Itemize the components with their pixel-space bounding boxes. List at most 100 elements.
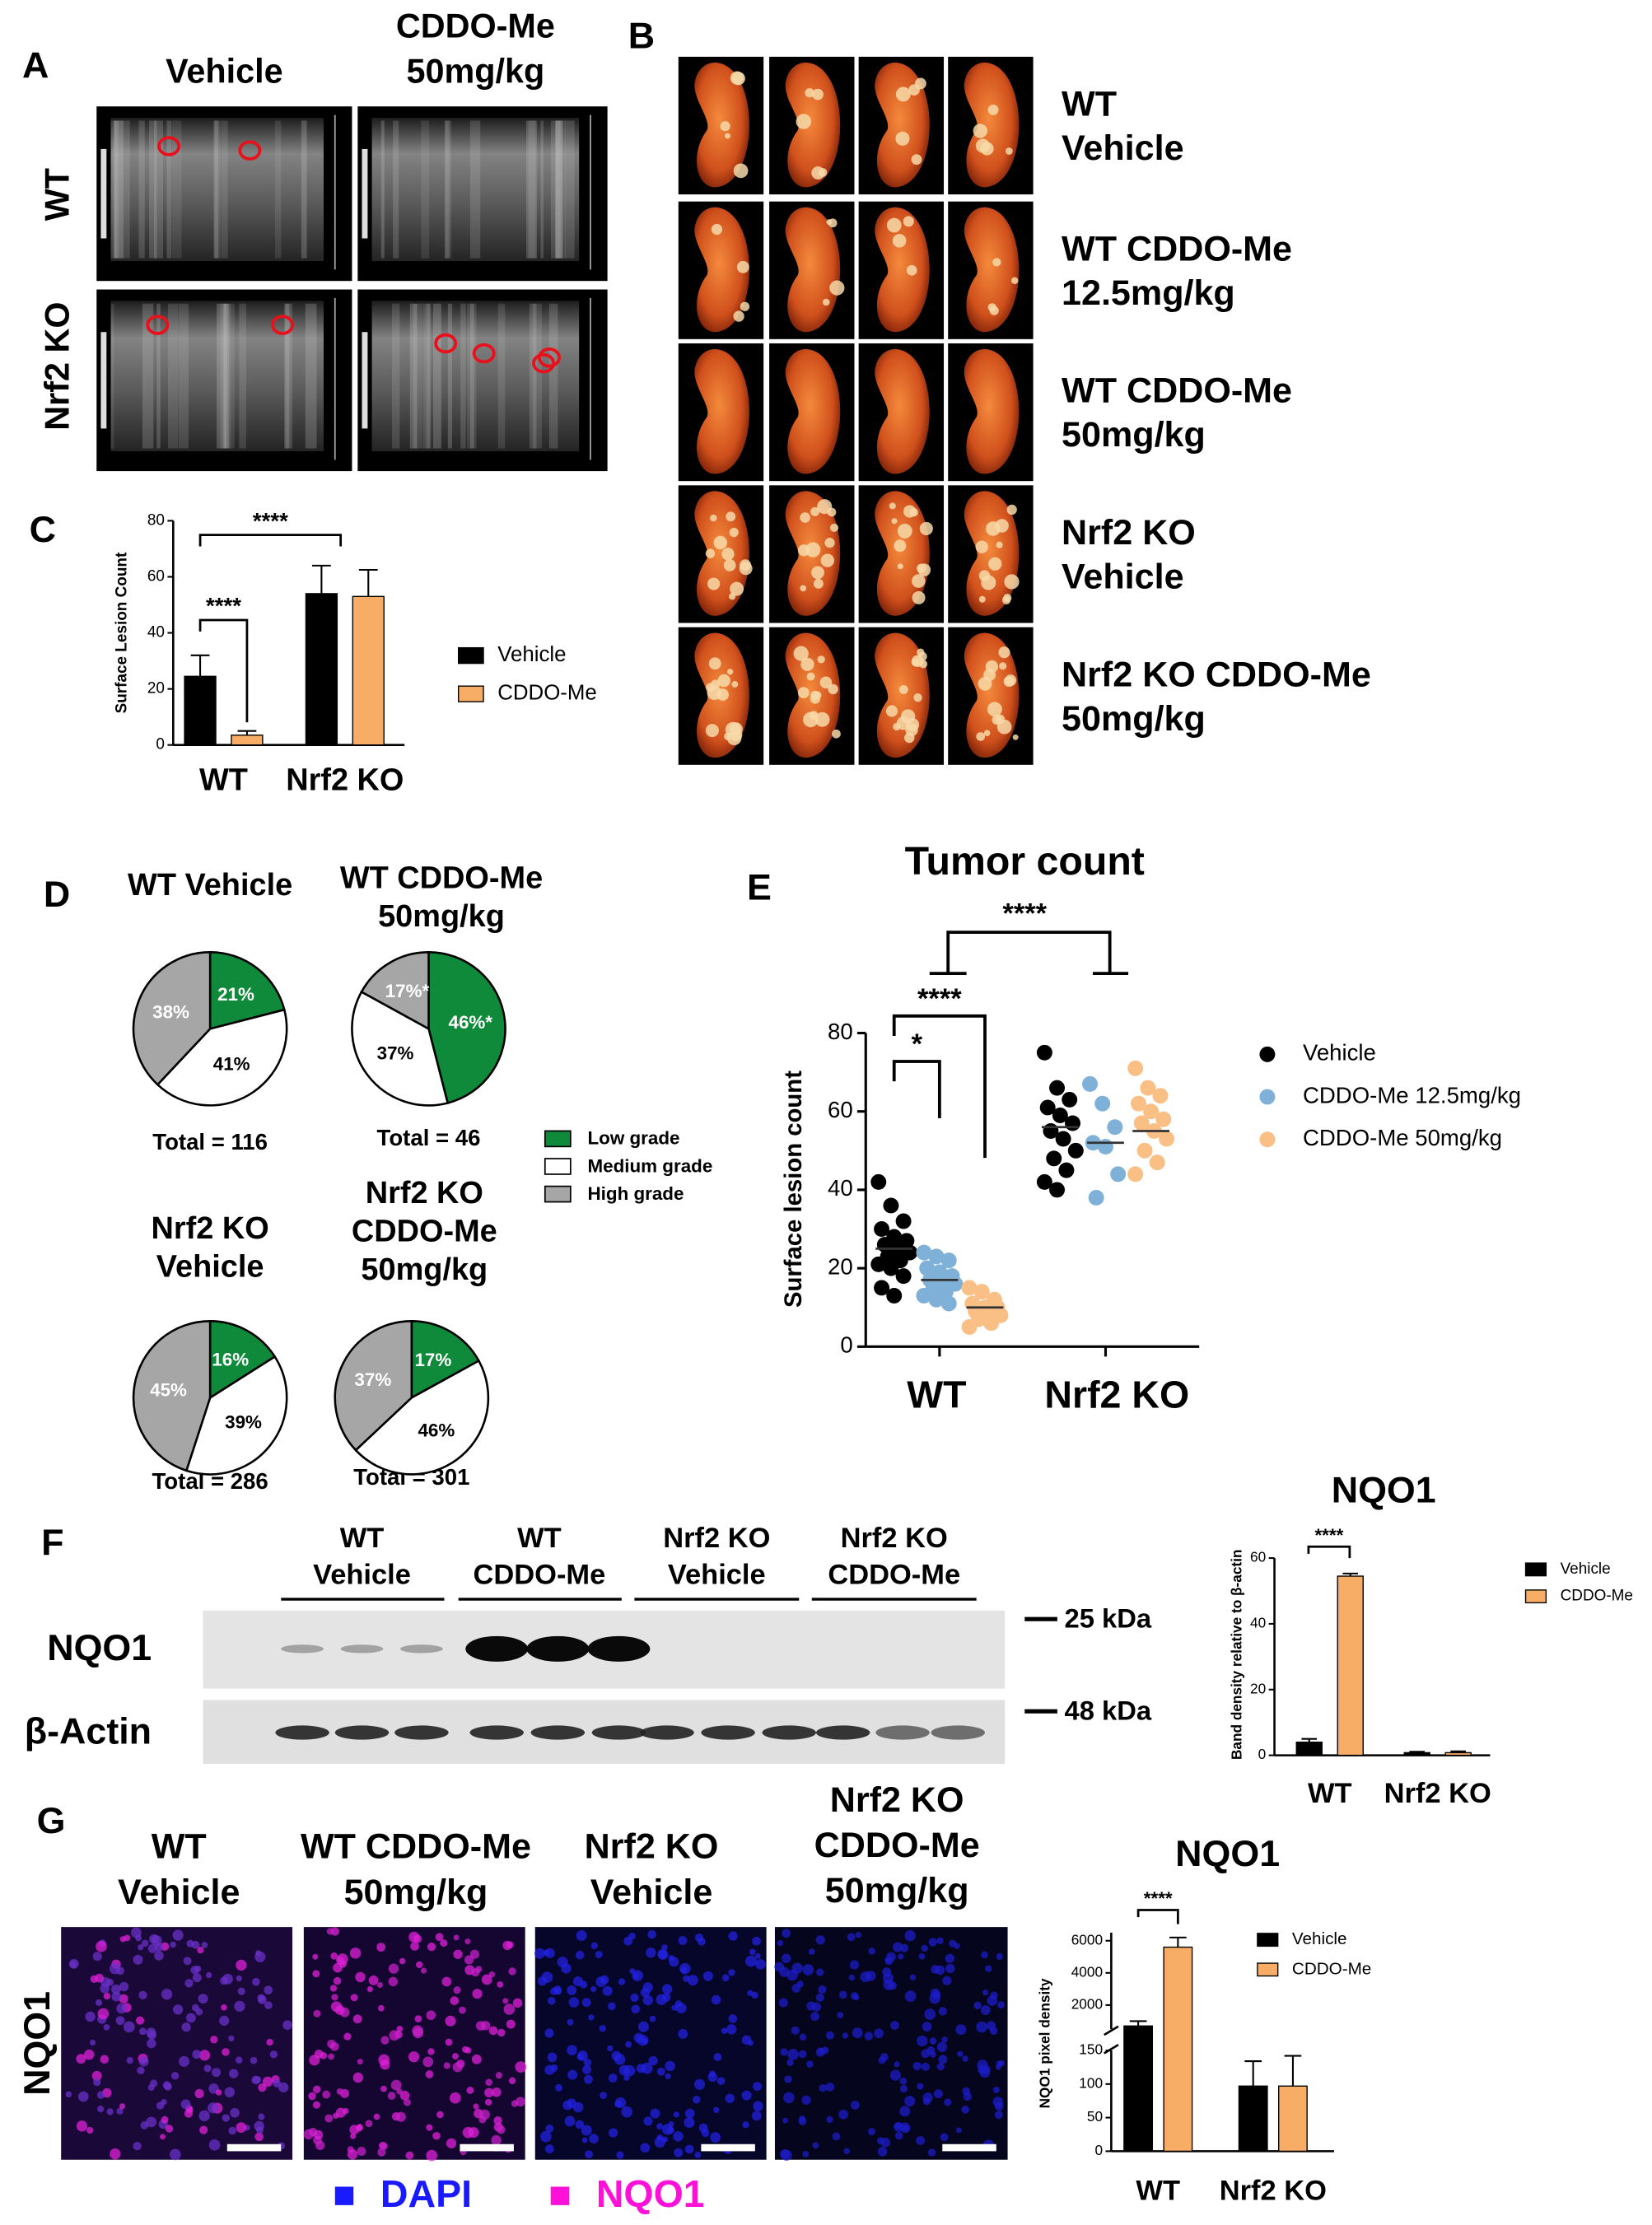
ultrasound-streak — [110, 303, 114, 449]
cell-nucleus — [547, 1997, 556, 2005]
data-point — [1127, 1060, 1144, 1076]
data-point — [928, 1291, 945, 1308]
cell-nucleus — [368, 1975, 379, 1985]
cell-nucleus — [782, 2117, 789, 2124]
cell-nucleus — [427, 1942, 436, 1952]
cell-nucleus — [582, 2064, 592, 2075]
cell-nucleus — [680, 1966, 688, 1974]
cell-nucleus — [957, 2050, 964, 2057]
significance-bracket — [929, 931, 1129, 976]
legend-swatch — [550, 2186, 570, 2205]
kidney-lesion — [717, 674, 730, 688]
cell-nucleus — [172, 2004, 184, 2015]
kidney-lesion — [912, 574, 926, 588]
cell-nucleus — [646, 1947, 656, 1958]
y-tick-label: 40 — [147, 624, 165, 641]
cell-nucleus — [313, 2085, 321, 2094]
data-point — [1155, 1111, 1172, 1127]
panel-letter: F — [41, 1522, 63, 1563]
cell-nucleus — [665, 2073, 671, 2079]
y-tick-label: 2000 — [1071, 1995, 1103, 2012]
cell-nucleus — [868, 1947, 875, 1955]
cell-nucleus — [192, 1973, 202, 1983]
data-point — [1036, 1044, 1052, 1061]
cell-nucleus — [350, 1994, 358, 2002]
data-point — [874, 1221, 890, 1237]
pie-value-label: 46% — [418, 1420, 455, 1441]
cell-nucleus — [453, 1934, 460, 1941]
cell-nucleus — [643, 2116, 653, 2126]
cell-nucleus — [847, 1933, 856, 1942]
data-point — [1036, 1173, 1052, 1190]
cell-nucleus — [387, 2092, 396, 2100]
cell-nucleus — [774, 1961, 785, 1972]
cell-nucleus — [985, 1965, 992, 1972]
data-point — [1082, 1075, 1098, 1092]
cell-nucleus — [313, 2009, 321, 2017]
cell-nucleus — [68, 1958, 79, 1969]
cell-nucleus — [446, 2138, 457, 2149]
cell-nucleus — [408, 2051, 420, 2063]
column-label: Nrf2 KO — [830, 1780, 964, 1820]
cell-nucleus — [452, 2053, 459, 2059]
cell-nucleus — [91, 2070, 102, 2081]
cell-nucleus — [399, 2090, 410, 2101]
cell-nucleus — [657, 1949, 669, 1961]
data-point — [973, 1284, 990, 1300]
x-tick-label: WT — [1308, 1778, 1352, 1809]
cell-nucleus — [929, 2037, 937, 2045]
blot-band — [701, 1725, 755, 1740]
legend-marker — [1259, 1131, 1276, 1148]
kidney-lesion — [897, 524, 912, 539]
kidney-lesion — [998, 646, 1010, 659]
kidney-lesion — [707, 577, 721, 590]
cell-nucleus — [133, 1954, 143, 1965]
cell-nucleus — [674, 2148, 684, 2157]
legend-label: NQO1 — [596, 2172, 705, 2215]
cell-nucleus — [567, 2018, 574, 2026]
cell-nucleus — [933, 2089, 943, 2099]
column-label: 50mg/kg — [825, 1871, 969, 1910]
bar — [1295, 1741, 1323, 1756]
kidney-lesion — [800, 657, 814, 671]
cell-nucleus — [534, 1947, 545, 1959]
cell-nucleus — [503, 2003, 516, 2015]
ultrasound-streak — [285, 303, 292, 449]
kidney-lesion — [892, 234, 907, 248]
legend-swatch — [544, 1130, 572, 1148]
kidney-lesion — [822, 298, 830, 306]
cell-nucleus — [512, 1998, 523, 2008]
cell-nucleus — [812, 2142, 819, 2149]
cell-nucleus — [333, 1976, 342, 1985]
cell-nucleus — [333, 1962, 343, 1973]
cell-nucleus — [141, 1939, 149, 1947]
cell-nucleus — [673, 2111, 679, 2118]
kidney-lesion — [976, 732, 986, 741]
cell-nucleus — [673, 2131, 684, 2142]
significance-bracket — [198, 534, 343, 547]
cell-nucleus — [806, 2001, 816, 2011]
kidney — [964, 348, 1020, 474]
ultrasound-streak — [528, 120, 536, 259]
cell-nucleus — [955, 2024, 967, 2036]
y-tick-label: 20 — [828, 1253, 853, 1279]
cell-nucleus — [203, 2064, 212, 2073]
cell-nucleus — [313, 2129, 324, 2140]
kidney-lesion — [896, 716, 910, 730]
cell-nucleus — [328, 2053, 334, 2060]
kidney-lesion — [724, 133, 730, 139]
blot-band — [875, 1725, 930, 1740]
lane-group-label: CDDO-Me — [474, 1560, 606, 1591]
error-bar — [1301, 1738, 1318, 1742]
cell-nucleus — [208, 2139, 221, 2151]
pie-title: Nrf2 KO — [366, 1176, 483, 1210]
cell-nucleus — [745, 1955, 757, 1967]
ultrasound-image — [371, 301, 580, 451]
lesion-circle — [146, 315, 170, 335]
cell-nucleus — [590, 1942, 599, 1950]
cell-nucleus — [581, 2137, 588, 2143]
cell-nucleus — [575, 1950, 585, 1960]
blot-band — [526, 1635, 590, 1662]
cell-nucleus — [849, 1960, 860, 1970]
cell-nucleus — [422, 2056, 434, 2068]
